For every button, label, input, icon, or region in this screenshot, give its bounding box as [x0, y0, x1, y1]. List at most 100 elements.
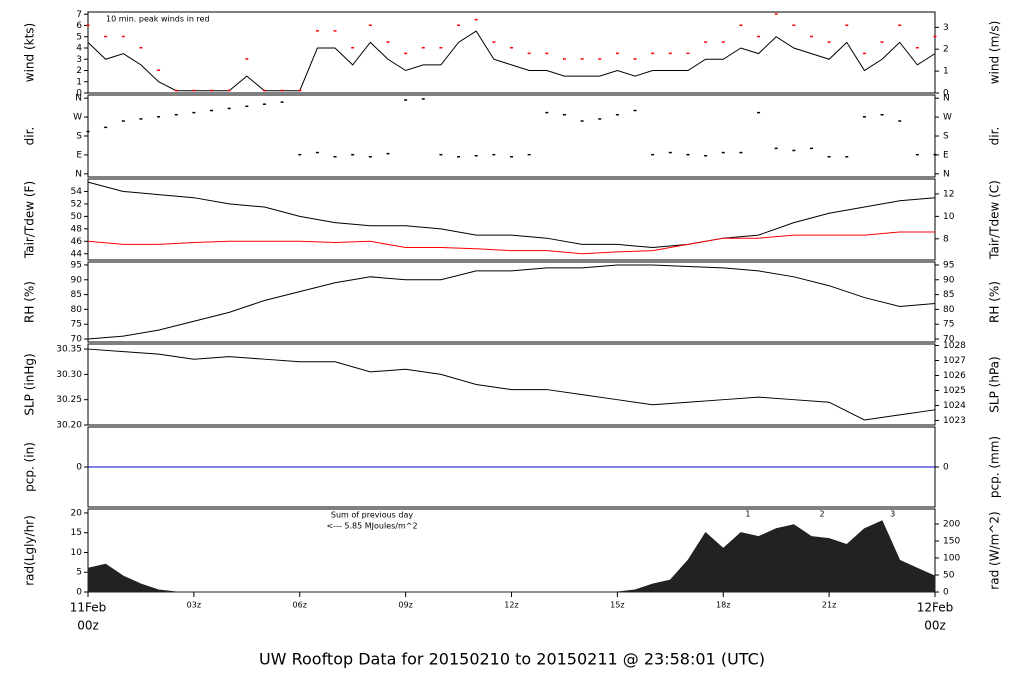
y-axis-label: wind (kts): [23, 23, 37, 82]
y-tick-label: 30.35: [56, 345, 82, 355]
y2-tick-label: 1027: [943, 356, 966, 366]
point: [527, 153, 531, 156]
y-tick-label: 15: [71, 528, 82, 538]
y-tick-label: 0: [76, 463, 82, 473]
point: [862, 116, 866, 118]
y2-axis-label: Tair/Tdew (C): [988, 180, 1002, 260]
y-tick-label: S: [76, 132, 82, 142]
point: [757, 111, 761, 114]
point: [792, 24, 796, 26]
point: [86, 24, 90, 26]
series-line: [87, 231, 935, 255]
point: [633, 58, 637, 60]
point: [562, 58, 566, 60]
point: [192, 89, 196, 92]
point: [280, 101, 284, 103]
series-line: [87, 181, 936, 249]
point: [880, 41, 884, 43]
point: [439, 153, 443, 156]
point: [86, 130, 90, 133]
page-title: UW Rooftop Data for 20150210 to 20150211…: [259, 650, 765, 669]
point: [121, 120, 125, 122]
point: [827, 41, 831, 43]
point: [721, 41, 725, 43]
date-label: 12Feb: [917, 601, 954, 615]
y-axis-label: RH (%): [23, 281, 37, 323]
point: [157, 116, 161, 118]
y2-tick-label: E: [943, 150, 949, 160]
y-axis-label: SLP (inHg): [23, 353, 37, 415]
y-tick-label: 2: [76, 66, 82, 76]
y2-tick-label: 90: [943, 275, 955, 285]
point: [598, 58, 602, 60]
y-tick-label: 20: [71, 508, 83, 518]
point: [421, 47, 425, 49]
point: [651, 153, 655, 156]
x-tick-label: 00z: [924, 619, 946, 633]
y2-tick-label: 50: [943, 570, 955, 580]
point: [880, 113, 884, 116]
point: [121, 35, 125, 38]
y2-tick-label: 0: [943, 588, 949, 598]
point: [351, 153, 355, 156]
point: [139, 47, 143, 49]
y-tick-label: N: [75, 94, 82, 104]
point: [510, 47, 513, 49]
y2-tick-label: 0: [943, 463, 949, 473]
y2-tick-label: 10: [943, 212, 955, 222]
y2-tick-label: 85: [943, 290, 954, 300]
point: [421, 98, 425, 100]
point: [510, 156, 513, 158]
y2-tick-label: 3: [943, 23, 949, 33]
point: [298, 89, 302, 92]
point: [227, 107, 231, 110]
y2-tick-label: 70: [943, 335, 955, 345]
series-line: [87, 348, 936, 421]
y2-axis-label: wind (m/s): [988, 21, 1002, 85]
y-tick-label: 0: [76, 89, 82, 99]
point: [315, 30, 319, 32]
point: [580, 58, 584, 60]
x-tick-label: 12z: [504, 601, 518, 610]
point: [492, 41, 496, 43]
point: [615, 52, 619, 55]
y2-tick-label: W: [943, 113, 952, 123]
x-tick-label: 09z: [398, 601, 412, 610]
y-tick-label: 48: [71, 224, 83, 234]
y-tick-label: 6: [76, 21, 82, 31]
point: [474, 154, 478, 157]
point: [192, 111, 196, 114]
point: [333, 30, 337, 32]
point: [598, 118, 602, 120]
series-area: [87, 520, 936, 593]
point: [104, 126, 108, 129]
point: [545, 111, 549, 114]
y2-axis-label: SLP (hPa): [988, 356, 1002, 412]
point: [827, 156, 831, 158]
y2-tick-label: N: [943, 169, 950, 179]
y2-tick-label: 12: [943, 189, 954, 199]
point: [545, 52, 549, 55]
y-tick-label: N: [75, 169, 82, 179]
panel-frame: [87, 11, 936, 94]
point: [562, 113, 566, 116]
y-tick-label: 52: [71, 199, 82, 209]
x-tick-label: 06z: [293, 601, 307, 610]
y2-tick-label: 95: [943, 260, 954, 270]
y-tick-label: 7: [76, 10, 82, 20]
y-tick-label: 80: [71, 305, 83, 315]
annotation: 10 min. peak winds in red: [106, 15, 210, 24]
y2-tick-label: 1025: [943, 386, 966, 396]
point: [862, 52, 866, 55]
point: [280, 89, 284, 92]
y-tick-label: 5: [76, 32, 82, 42]
point: [262, 103, 266, 105]
point: [351, 47, 355, 49]
x-tick-label: 21z: [822, 601, 836, 610]
y2-tick-label: 8: [943, 234, 949, 244]
y2-tick-label: 1023: [943, 416, 966, 426]
panel-frame: [87, 261, 936, 343]
y2-axis-label: RH (%): [988, 281, 1002, 323]
y-tick-label: E: [76, 150, 82, 160]
y2-tick-label: 1024: [943, 401, 966, 411]
